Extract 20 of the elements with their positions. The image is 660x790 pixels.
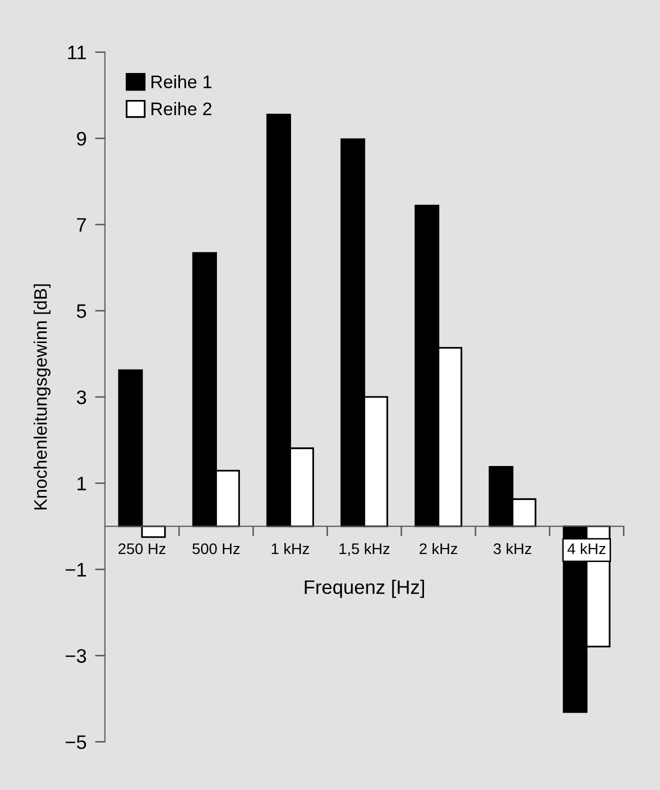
y-tick-label: 9 <box>76 132 86 146</box>
y-tick-label: −1 <box>66 563 86 576</box>
x-tick-label: 250 Hz <box>118 543 166 554</box>
x-tick-label: 500 Hz <box>192 543 240 554</box>
legend-label: Reihe 2 <box>152 102 212 116</box>
x-tick-label: 4 kHz <box>567 542 606 554</box>
y-tick-label: 3 <box>76 390 86 404</box>
x-tick-label: 3 kHz <box>494 542 532 554</box>
y-tick-label: 11 <box>68 46 86 60</box>
y-tick-label: −3 <box>66 649 86 663</box>
y-tick-label: −5 <box>66 735 86 750</box>
x-tick-label: 1,5 kHz <box>340 542 390 556</box>
y-tick-label: 7 <box>77 218 86 232</box>
x-axis-title: Frequenz [Hz] <box>304 580 424 598</box>
y-tick-label: 1 <box>78 476 86 490</box>
x-tick-label: 1 kHz <box>272 542 309 554</box>
y-tick-label: 5 <box>76 304 86 318</box>
x-tick-label: 2 kHz <box>420 542 458 554</box>
legend-label: Reihe 1 <box>152 74 212 88</box>
y-axis-title: Knochenleitungsgewinn [dB] <box>34 284 50 510</box>
